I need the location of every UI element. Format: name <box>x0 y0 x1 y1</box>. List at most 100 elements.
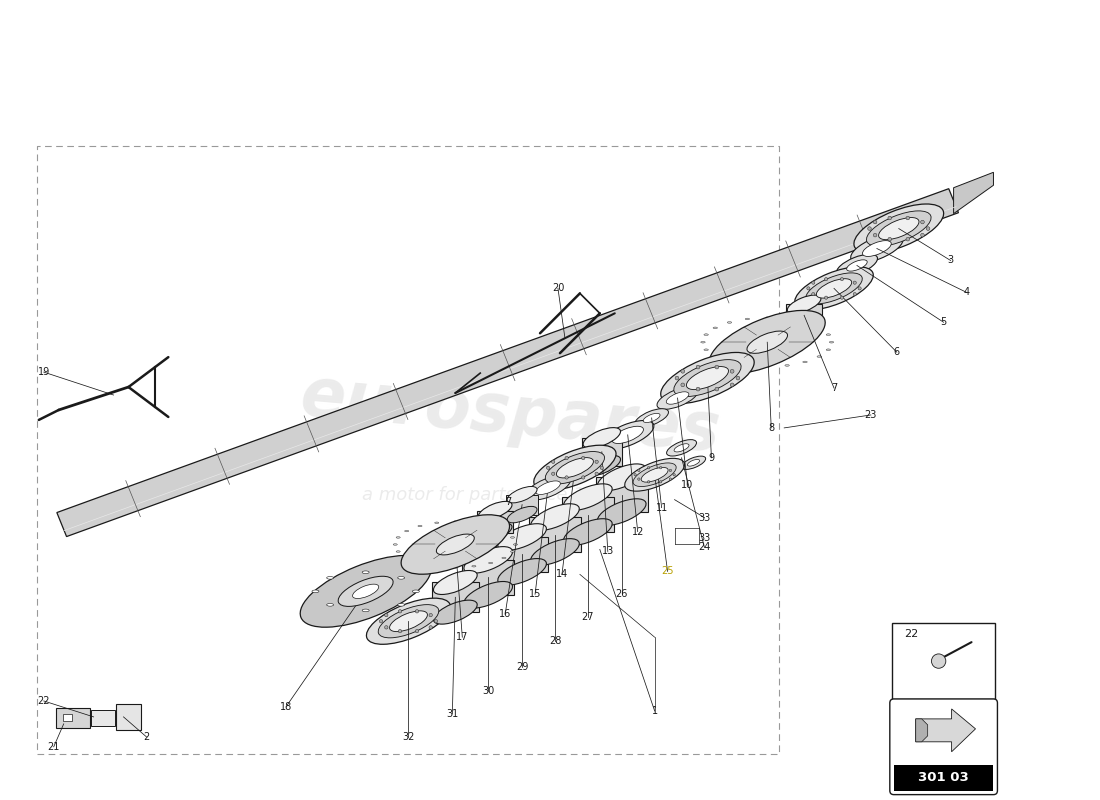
Ellipse shape <box>686 366 728 390</box>
Circle shape <box>868 226 871 230</box>
Text: 17: 17 <box>456 632 469 642</box>
Circle shape <box>921 234 924 237</box>
Circle shape <box>669 478 672 480</box>
Ellipse shape <box>362 571 370 574</box>
Ellipse shape <box>583 428 620 448</box>
Circle shape <box>669 469 672 471</box>
Ellipse shape <box>745 365 749 366</box>
Ellipse shape <box>338 576 393 606</box>
Ellipse shape <box>816 278 851 298</box>
Ellipse shape <box>817 356 822 358</box>
Ellipse shape <box>437 534 474 555</box>
Ellipse shape <box>661 353 755 404</box>
Text: 14: 14 <box>556 570 568 579</box>
Text: 23: 23 <box>865 410 877 420</box>
Text: 19: 19 <box>37 367 50 377</box>
Text: 26: 26 <box>616 590 628 599</box>
Circle shape <box>873 220 877 224</box>
Ellipse shape <box>850 234 903 263</box>
Ellipse shape <box>583 455 620 476</box>
Ellipse shape <box>597 498 646 526</box>
Circle shape <box>906 238 910 241</box>
Ellipse shape <box>657 386 698 410</box>
Ellipse shape <box>526 475 571 500</box>
Circle shape <box>906 216 910 220</box>
Circle shape <box>648 466 650 469</box>
Text: 301 03: 301 03 <box>918 771 969 784</box>
Circle shape <box>730 383 734 386</box>
Text: 7: 7 <box>830 383 837 393</box>
Ellipse shape <box>534 446 616 490</box>
Ellipse shape <box>418 562 422 564</box>
Ellipse shape <box>681 456 706 470</box>
Ellipse shape <box>764 317 770 318</box>
Circle shape <box>715 365 718 369</box>
Ellipse shape <box>625 458 684 491</box>
Circle shape <box>601 466 604 470</box>
Circle shape <box>673 474 675 476</box>
Ellipse shape <box>405 557 409 558</box>
Circle shape <box>595 472 598 475</box>
Ellipse shape <box>353 584 378 598</box>
Text: 3: 3 <box>947 255 954 266</box>
Circle shape <box>660 481 662 483</box>
Ellipse shape <box>557 458 593 478</box>
Text: 30: 30 <box>482 686 494 696</box>
Ellipse shape <box>826 334 830 335</box>
Ellipse shape <box>641 467 668 482</box>
Circle shape <box>565 476 569 479</box>
Circle shape <box>932 654 946 668</box>
Polygon shape <box>915 709 976 752</box>
Ellipse shape <box>713 356 717 358</box>
Ellipse shape <box>704 349 708 350</box>
Ellipse shape <box>366 598 451 644</box>
Text: 29: 29 <box>516 662 528 672</box>
Text: 11: 11 <box>656 502 668 513</box>
Ellipse shape <box>488 562 493 564</box>
Text: 22: 22 <box>904 629 918 639</box>
Text: 33: 33 <box>698 533 711 542</box>
Ellipse shape <box>713 327 717 329</box>
Ellipse shape <box>829 342 834 343</box>
Text: a motor for parts since 1985: a motor for parts since 1985 <box>362 486 619 504</box>
Ellipse shape <box>701 342 705 343</box>
Ellipse shape <box>563 518 613 546</box>
Ellipse shape <box>498 558 547 586</box>
Polygon shape <box>496 537 548 572</box>
Ellipse shape <box>433 600 477 624</box>
Circle shape <box>434 619 438 623</box>
Ellipse shape <box>667 440 696 456</box>
Text: 7: 7 <box>505 497 512 506</box>
Ellipse shape <box>710 310 825 374</box>
FancyBboxPatch shape <box>56 708 89 728</box>
Circle shape <box>806 286 810 290</box>
Ellipse shape <box>747 331 788 354</box>
Polygon shape <box>954 172 993 214</box>
Circle shape <box>696 365 700 369</box>
Circle shape <box>551 460 554 463</box>
Ellipse shape <box>847 260 867 271</box>
Ellipse shape <box>727 322 732 323</box>
Ellipse shape <box>826 349 830 350</box>
FancyBboxPatch shape <box>892 623 996 699</box>
Text: 21: 21 <box>47 742 59 752</box>
Ellipse shape <box>563 484 613 510</box>
Text: 24: 24 <box>698 542 711 553</box>
Text: 13: 13 <box>602 546 614 557</box>
Circle shape <box>675 376 679 380</box>
Polygon shape <box>582 438 621 466</box>
Ellipse shape <box>327 577 333 579</box>
Polygon shape <box>506 494 538 514</box>
Circle shape <box>873 234 877 237</box>
Ellipse shape <box>597 464 646 490</box>
Text: 15: 15 <box>529 590 541 599</box>
Ellipse shape <box>393 544 397 546</box>
Circle shape <box>681 383 684 386</box>
Ellipse shape <box>785 365 790 366</box>
Circle shape <box>681 370 684 373</box>
Circle shape <box>416 610 419 613</box>
FancyBboxPatch shape <box>116 704 142 730</box>
Circle shape <box>888 216 892 220</box>
Ellipse shape <box>478 502 512 520</box>
Ellipse shape <box>879 218 918 240</box>
